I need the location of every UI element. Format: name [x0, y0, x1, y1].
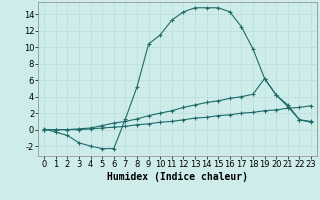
X-axis label: Humidex (Indice chaleur): Humidex (Indice chaleur) — [107, 172, 248, 182]
